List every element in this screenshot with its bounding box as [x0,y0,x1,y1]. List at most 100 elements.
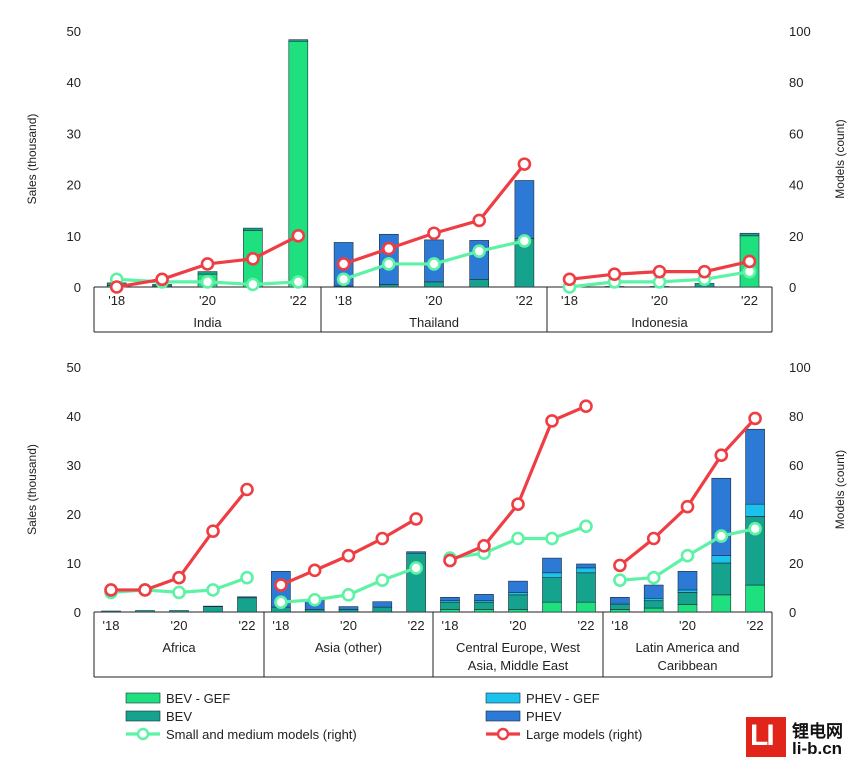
watermark: LI 锂电网 li-b.cn [740,713,868,765]
large-models-marker [155,272,169,287]
bar-bev [440,601,460,610]
group-label: Latin America and [635,640,739,655]
small-models-marker [680,548,695,563]
bar-bev [197,271,218,275]
bar-bev [542,577,562,603]
bar-bev [643,600,664,609]
small-models-marker [381,257,396,271]
legend-item-small: Small and medium models (right) [126,727,357,742]
legend-label: BEV - GEF [166,691,230,706]
bar-bev-gef [610,609,630,613]
large-models-marker [511,497,525,512]
bar-bev-gef [711,594,732,613]
large-models-marker [613,558,627,573]
y2-tick-label: 60 [789,126,803,141]
group-label: Asia (other) [315,640,382,655]
y-tick-label: 40 [67,409,81,424]
bar-bev [739,232,760,237]
x-tick-label: '22 [578,618,595,633]
bar-phev-gef [711,555,732,564]
small-models-marker [517,234,532,248]
bar-bev [424,281,444,288]
bar-phev [474,594,494,602]
bar-bev-gef [542,601,562,613]
y2-tick-label: 20 [789,556,803,571]
bar-bev [576,572,596,603]
watermark-url-text: li-b.cn [792,739,843,758]
y2-tick-label: 20 [789,229,803,244]
bar-bev-gef [643,607,664,613]
small-models-marker [714,529,729,543]
x-tick-label: '22 [290,293,307,308]
bar-bev [304,609,325,613]
legend-item-bev-gef: BEV - GEF [125,691,230,706]
x-tick-label: '20 [340,618,357,633]
large-models-marker [742,254,757,269]
large-models-marker [409,512,423,526]
bar-bev [378,284,399,288]
legend-item-phev: PHEV [485,709,562,724]
y2-tick-label: 100 [789,360,811,375]
bar-phev [203,605,223,607]
large-models-marker [545,414,559,428]
y2-tick-label: 40 [789,507,803,522]
bar-phev-gef [677,589,698,593]
x-tick-label: '18 [611,618,628,633]
small-models-marker [427,257,441,271]
x-tick-label: '22 [516,293,533,308]
bar-bev [469,279,490,288]
large-models-marker [341,548,356,563]
large-models-marker [206,524,220,538]
x-tick-label: '20 [199,293,216,308]
x-tick-label: '18 [561,293,578,308]
bar-phev [406,551,426,554]
small-models-marker [472,244,487,258]
legend-swatch [485,692,521,704]
legend-label: PHEV [526,709,562,724]
legend-item-bev: BEV [125,709,192,724]
y2-tick-label: 40 [789,178,803,193]
small-models-marker [336,272,351,287]
large-models-marker [336,257,351,271]
bar-bev [610,604,630,610]
bar-bev [711,562,732,596]
y-tick-label: 0 [74,605,81,620]
small-models-marker [646,570,661,585]
large-models-marker [375,531,390,546]
bar-bev-gef [677,604,698,613]
large-models-marker [652,264,667,279]
large-models-marker [307,563,322,578]
y2-tick-label: 60 [789,458,803,473]
y-tick-label: 50 [67,360,81,375]
legend-swatch-marker [496,727,510,741]
x-tick-label: '22 [741,293,758,308]
large-models-marker [109,280,124,294]
chart-panel-1: 0 10 20 30 40 50 0 20 40 60 80 100 Sales (thousand) M… [25,24,847,333]
legend-swatch [125,710,161,722]
small-models-marker [341,588,356,602]
bar-bev [203,606,223,613]
bar-bev [243,227,263,231]
small-models-marker [172,585,186,600]
large-models-marker [246,252,260,266]
small-models-marker [545,531,559,546]
bar-bev [237,597,257,613]
x-tick-label: '18 [335,293,352,308]
y2-axis-title: Models (count) [833,450,847,529]
bar-phev [338,606,359,610]
x-tick-label: '20 [510,618,527,633]
y-tick-label: 10 [67,229,81,244]
y2-tick-label: 0 [789,605,796,620]
watermark-cn-text: 锂电网 [792,722,843,742]
legend-item-large: Large models (right) [486,727,642,742]
large-models-marker [104,583,118,597]
x-tick-label: '20 [651,293,668,308]
large-models-marker [680,499,695,514]
y2-tick-label: 100 [789,24,811,39]
group-label: India [193,315,222,330]
small-models-marker [409,561,423,575]
bar-phev [677,571,698,591]
small-models-marker [291,275,306,289]
x-tick-label: '22 [239,618,256,633]
